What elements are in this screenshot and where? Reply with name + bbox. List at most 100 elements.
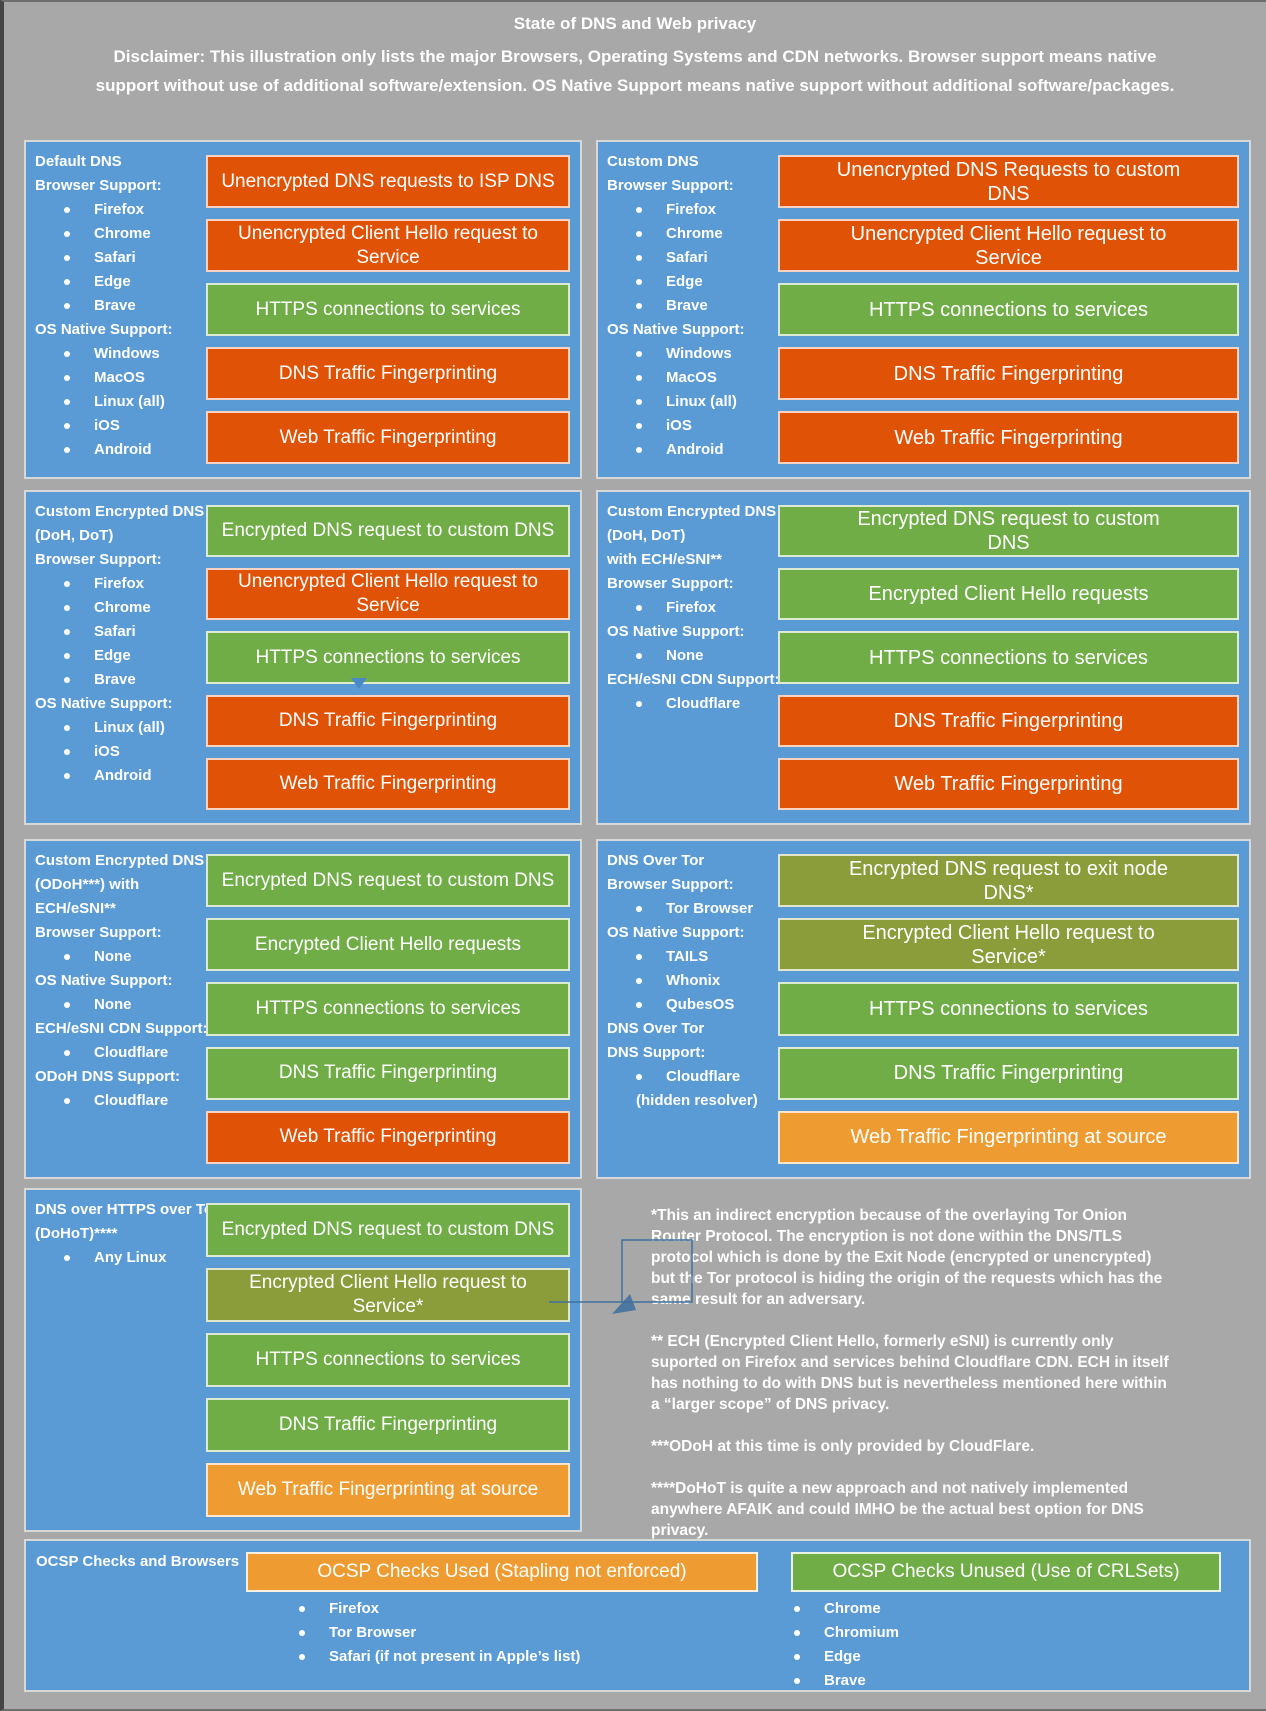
status-box-green: Encrypted DNS request to custom DNS bbox=[206, 1203, 570, 1257]
support-item: Firefox bbox=[26, 198, 216, 222]
status-box-label: Web Traffic Fingerprinting bbox=[279, 772, 497, 794]
support-item-label: Linux (all) bbox=[94, 393, 165, 410]
status-box-olive: Encrypted Client Hello request to Servic… bbox=[778, 918, 1239, 972]
support-info: Custom Encrypted DNS (ODoH***) with ECH/eS… bbox=[26, 849, 216, 1113]
support-item: Windows bbox=[598, 342, 788, 366]
page-title: State of DNS and Web privacy bbox=[513, 14, 757, 33]
support-item-label: Windows bbox=[666, 345, 732, 362]
support-heading: (ODoH***) with bbox=[35, 876, 140, 893]
support-heading: Custom DNS bbox=[607, 153, 699, 170]
support-heading: (DoHoT)**** bbox=[35, 1225, 118, 1242]
status-box-red: DNS Traffic Fingerprinting bbox=[778, 694, 1239, 747]
status-box-label: DNS Traffic Fingerprinting bbox=[893, 1062, 1124, 1085]
status-box-label: HTTPS connections to services bbox=[869, 998, 1148, 1020]
support-item: Android bbox=[598, 438, 788, 462]
support-item-label: Safari bbox=[666, 249, 708, 266]
status-box-green: DNS Traffic Fingerprinting bbox=[206, 1046, 570, 1100]
support-item: Windows bbox=[26, 342, 216, 366]
support-item: Cloudflare bbox=[26, 1041, 216, 1065]
support-heading: OS Native Support: bbox=[607, 924, 745, 941]
support-item-label: Cloudflare bbox=[94, 1044, 169, 1061]
support-item-label: Firefox bbox=[94, 575, 145, 592]
ocsp-used-item-label: Safari (if not present in Apple’s list) bbox=[329, 1648, 581, 1665]
support-heading: Custom Encrypted DNS bbox=[35, 503, 205, 520]
support-heading: ODoH DNS Support: bbox=[35, 1068, 180, 1085]
bullet-icon bbox=[64, 725, 70, 731]
status-boxes: Encrypted DNS request to custom DNS Encry… bbox=[206, 1203, 570, 1517]
support-info: Custom DNS Browser Support: Firefox Chrome S… bbox=[598, 150, 788, 462]
support-item: Chrome bbox=[26, 222, 216, 246]
ocsp-unused-item: Brave bbox=[794, 1669, 899, 1693]
support-item: Whonix bbox=[598, 969, 788, 993]
support-item: Edge bbox=[26, 644, 216, 668]
status-box-label: Unencrypted DNS Requests to custom DNS bbox=[836, 158, 1181, 205]
support-item: Tor Browser bbox=[598, 897, 788, 921]
panel-custom-encrypted-dns-doh-dot-ech: Custom Encrypted DNS (DoH, DoT) with ECH/e… bbox=[596, 490, 1251, 825]
support-item: Linux (all) bbox=[26, 390, 216, 414]
support-item: Android bbox=[26, 764, 216, 788]
footnote: ***ODoH at this time is only provided by… bbox=[651, 1438, 1035, 1455]
panel-ocsp-checks: OCSP Checks and Browsers OCSP Checks Use… bbox=[24, 1539, 1251, 1692]
support-item-label: Edge bbox=[94, 647, 131, 664]
disclaimer-text: Disclaimer: This illustration only lists… bbox=[95, 47, 1175, 95]
support-heading: ECH/eSNI CDN Support: bbox=[35, 1020, 208, 1037]
bullet-icon bbox=[636, 447, 642, 453]
bullet-icon bbox=[636, 978, 642, 984]
bullet-icon bbox=[636, 399, 642, 405]
status-box-label: Web Traffic Fingerprinting bbox=[894, 772, 1123, 795]
support-heading: Browser Support: bbox=[607, 575, 734, 592]
support-item: Safari bbox=[26, 246, 216, 270]
bullet-icon bbox=[64, 1002, 70, 1008]
support-item: Cloudflare bbox=[26, 1089, 216, 1113]
status-box-label: Web Traffic Fingerprinting bbox=[279, 1126, 497, 1148]
status-box-green: HTTPS connections to services bbox=[206, 1333, 570, 1387]
support-item-label: Edge bbox=[94, 273, 131, 290]
status-box-red: Web Traffic Fingerprinting bbox=[778, 411, 1239, 464]
bullet-icon bbox=[64, 1050, 70, 1056]
status-box-label: Web Traffic Fingerprinting at source bbox=[850, 1126, 1167, 1149]
support-item-label: MacOS bbox=[94, 369, 145, 386]
ocsp-used-item-label: Tor Browser bbox=[329, 1624, 417, 1641]
support-item: iOS bbox=[26, 414, 216, 438]
support-info: Custom Encrypted DNS (DoH, DoT) Browser Su… bbox=[26, 500, 216, 788]
support-item: Android bbox=[26, 438, 216, 462]
status-box-amber: Web Traffic Fingerprinting at source bbox=[206, 1463, 570, 1517]
support-item-label: Cloudflare bbox=[666, 695, 741, 712]
support-item-label: Firefox bbox=[666, 599, 717, 616]
support-item-label: Chrome bbox=[94, 599, 151, 616]
bullet-icon bbox=[636, 954, 642, 960]
support-item: QubesOS bbox=[598, 993, 788, 1017]
support-item: Edge bbox=[598, 270, 788, 294]
support-item: Linux (all) bbox=[598, 390, 788, 414]
bullet-icon bbox=[636, 605, 642, 611]
bullet-icon bbox=[299, 1606, 305, 1612]
support-item: TAILS bbox=[598, 945, 788, 969]
ocsp-unused-item: Chromium bbox=[794, 1621, 899, 1645]
support-heading: OS Native Support: bbox=[35, 695, 173, 712]
status-box-label: HTTPS connections to services bbox=[869, 646, 1148, 669]
support-item-label: MacOS bbox=[666, 369, 717, 386]
support-item: Chrome bbox=[26, 596, 216, 620]
support-item-label: iOS bbox=[666, 417, 692, 434]
bullet-icon bbox=[64, 351, 70, 357]
bullet-icon bbox=[64, 447, 70, 453]
bullet-icon bbox=[64, 653, 70, 659]
panel-custom-dns: Custom DNS Browser Support: Firefox Chrome S… bbox=[596, 140, 1251, 479]
support-heading: OS Native Support: bbox=[607, 321, 745, 338]
status-box-label: Unencrypted DNS requests to ISP DNS bbox=[221, 170, 555, 192]
status-box-green: HTTPS connections to services bbox=[778, 631, 1239, 684]
support-heading: OS Native Support: bbox=[35, 972, 173, 989]
status-boxes: Unencrypted DNS Requests to custom DNS Un… bbox=[778, 155, 1239, 464]
ocsp-used-item: Tor Browser bbox=[299, 1621, 580, 1645]
status-box-label: Encrypted Client Hello requests bbox=[868, 583, 1149, 606]
support-item-label: Brave bbox=[94, 297, 136, 314]
bullet-icon bbox=[636, 1074, 642, 1080]
support-item-label: Android bbox=[666, 441, 724, 458]
status-box-red: Unencrypted Client Hello request to Serv… bbox=[206, 568, 570, 621]
support-item: None bbox=[26, 993, 216, 1017]
support-heading: (DoH, DoT) bbox=[35, 527, 114, 544]
status-box-red: Web Traffic Fingerprinting bbox=[206, 411, 570, 464]
support-heading: Browser Support: bbox=[35, 551, 162, 568]
bullet-icon bbox=[636, 375, 642, 381]
support-info: Default DNS Browser Support: Firefox Chrome… bbox=[26, 150, 216, 462]
